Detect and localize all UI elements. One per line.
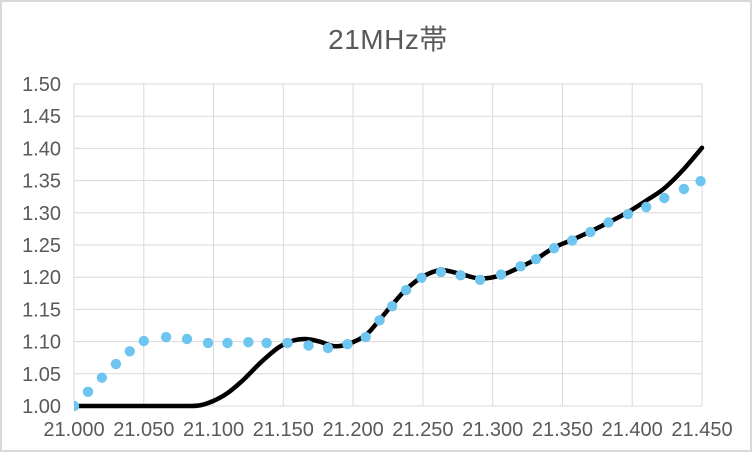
y-tick-label: 1.15 xyxy=(22,299,61,321)
x-tick-label: 21.150 xyxy=(253,419,314,441)
data-point-marker xyxy=(678,183,690,195)
y-tick-label: 1.35 xyxy=(22,171,61,193)
data-point-marker xyxy=(322,342,334,354)
x-tick-label: 21.350 xyxy=(532,419,593,441)
x-tick-label: 21.200 xyxy=(323,419,384,441)
y-tick-label: 1.45 xyxy=(22,106,61,128)
data-point-marker xyxy=(416,272,427,283)
y-tick-label: 1.05 xyxy=(22,364,61,386)
data-point-marker xyxy=(303,340,314,351)
data-point-marker xyxy=(400,284,412,296)
data-point-marker xyxy=(603,217,614,228)
series-group xyxy=(74,145,706,411)
data-point-marker xyxy=(160,331,172,343)
tick-labels: 1.00 1.05 1.10 1.15 1.20 1.25 1.30 1.35 1.40 1.45… xyxy=(22,74,733,441)
data-point-marker xyxy=(641,201,652,213)
x-tick-label: 21.400 xyxy=(602,419,663,441)
data-point-marker xyxy=(435,266,447,278)
x-tick-label: 21.300 xyxy=(462,419,523,441)
data-point-marker xyxy=(110,358,122,370)
data-point-marker xyxy=(124,346,135,357)
y-tick-label: 1.40 xyxy=(22,138,61,160)
data-point-marker xyxy=(567,235,578,246)
x-tick-label: 21.250 xyxy=(392,419,453,441)
data-point-marker xyxy=(495,269,507,280)
data-point-marker xyxy=(474,274,486,285)
data-point-marker xyxy=(138,335,149,347)
y-tick-label: 1.20 xyxy=(22,267,61,289)
data-point-marker xyxy=(222,337,233,349)
x-tick-label: 21.100 xyxy=(183,419,244,441)
data-point-marker xyxy=(530,254,542,265)
x-tick-label: 21.000 xyxy=(43,419,104,441)
data-point-marker xyxy=(548,243,560,254)
data-point-marker xyxy=(455,270,466,281)
x-tick-label: 21.450 xyxy=(671,419,732,441)
data-point-marker xyxy=(374,315,385,326)
y-tick-label: 1.25 xyxy=(22,235,61,257)
data-point-marker xyxy=(96,372,108,383)
data-point-marker xyxy=(659,192,670,204)
y-tick-label: 1.30 xyxy=(22,203,61,225)
data-point-marker xyxy=(622,208,634,220)
data-point-marker xyxy=(202,337,214,349)
data-point-marker xyxy=(181,333,193,345)
data-point-marker xyxy=(282,337,293,349)
y-tick-label: 1.00 xyxy=(22,396,61,418)
data-point-marker xyxy=(342,339,353,350)
data-point-marker xyxy=(243,337,254,348)
x-tick-label: 21.050 xyxy=(113,419,174,441)
chart-title: 21MHz帯 xyxy=(328,24,448,55)
data-point-marker xyxy=(261,337,272,349)
swr-marker-series xyxy=(74,176,706,411)
data-point-marker xyxy=(585,226,596,238)
data-point-marker xyxy=(360,331,371,343)
data-point-marker xyxy=(74,400,80,411)
gridlines xyxy=(73,83,703,407)
data-point-marker xyxy=(515,261,526,272)
data-point-marker xyxy=(82,386,94,397)
y-tick-label: 1.50 xyxy=(22,74,61,96)
y-tick-label: 1.10 xyxy=(22,332,61,354)
data-point-marker xyxy=(695,176,706,187)
data-point-marker xyxy=(387,301,398,312)
